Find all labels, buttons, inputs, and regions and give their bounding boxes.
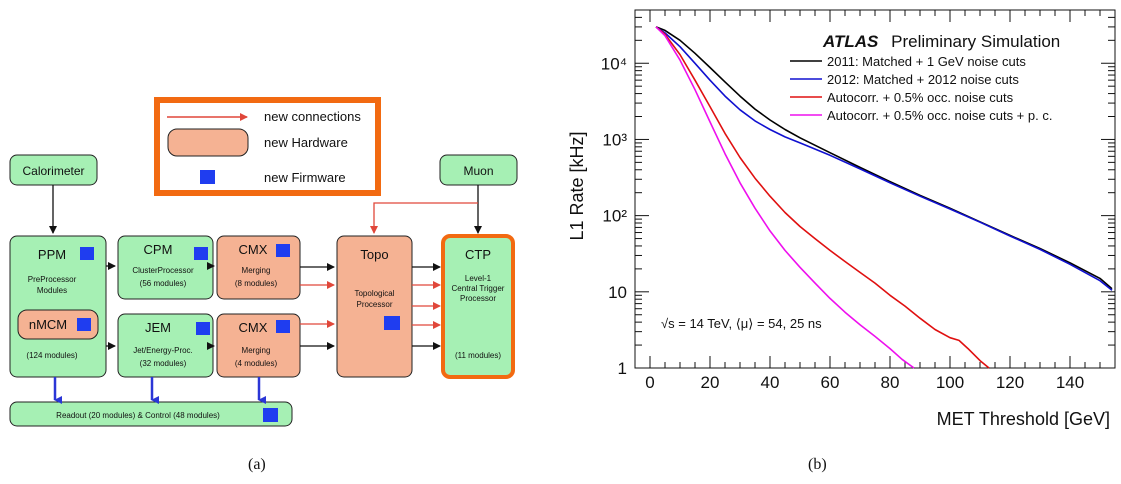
topo-firmware-icon [384, 316, 400, 330]
cmx-bottom-sub: Merging [242, 346, 271, 355]
ctp-sub2: Central Trigger [452, 284, 505, 293]
legend-firmware-swatch [200, 170, 215, 184]
panel-a-diagram: new connections new Hardware new Firmwar… [9, 97, 518, 427]
jem-count: (32 modules) [140, 359, 187, 368]
ppm-box [9, 235, 107, 378]
cmx-top-title: CMX [239, 242, 268, 257]
cpm-count: (56 modules) [140, 279, 187, 288]
legend-items: 2011: Matched + 1 GeV noise cuts 2012: Ma… [790, 54, 1052, 123]
x-tick-label: 140 [1056, 373, 1084, 392]
y-tick-label: 10² [602, 207, 627, 226]
y-ticks: 1 10 10² 10³ 10⁴ [601, 54, 1115, 378]
legend-label-3: Autocorr. + 0.5% occ. noise cuts [827, 90, 1014, 105]
legend-title: ATLAS Preliminary Simulation [822, 32, 1060, 51]
legend-new-hardware: new Hardware [264, 135, 348, 150]
data-flow-arrows [49, 185, 482, 350]
ctp-title: CTP [465, 247, 491, 262]
series-line-3 [655, 26, 990, 369]
topo-sub2: Processor [356, 300, 392, 309]
readout-firmware-icon [263, 408, 278, 422]
new-connection-arrows [300, 202, 478, 329]
jem-firmware-icon [196, 322, 210, 335]
y-minor-ticks [635, 9, 1115, 346]
y-tick-label: 10⁴ [601, 54, 627, 73]
arrow-muon-topo [370, 202, 478, 234]
ctp-sub3: Processor [460, 294, 496, 303]
legend-hardware-swatch [167, 128, 249, 157]
y-tick-label: 10 [608, 283, 627, 302]
y-axis-label: L1 Rate [kHz] [567, 131, 587, 240]
legend-label-1: 2011: Matched + 1 GeV noise cuts [827, 54, 1026, 69]
ctp-box [441, 234, 515, 379]
series-line-4 [655, 26, 915, 369]
legend-title-atlas: ATLAS [822, 32, 879, 51]
calorimeter-label: Calorimeter [22, 164, 84, 178]
x-tick-label: 60 [821, 373, 840, 392]
cpm-firmware-icon [194, 247, 208, 260]
legend-box: new connections new Hardware new Firmwar… [154, 97, 381, 196]
x-tick-label: 20 [701, 373, 720, 392]
nmcm-label: nMCM [29, 317, 67, 332]
readout-label: Readout (20 modules) & Control (48 modul… [56, 411, 220, 420]
ppm-count: (124 modules) [26, 351, 77, 360]
ctp-sub1: Level-1 [465, 274, 492, 283]
topo-sub1: Topological [354, 289, 394, 298]
legend-new-firmware: new Firmware [264, 170, 346, 185]
y-tick-label: 1 [618, 359, 627, 378]
nmcm-firmware-icon [77, 318, 91, 331]
cmx-top-count: (8 modules) [235, 279, 278, 288]
x-tick-label: 100 [936, 373, 964, 392]
cpm-title: CPM [144, 242, 173, 257]
legend-title-rest: Preliminary Simulation [891, 32, 1060, 51]
ppm-firmware-icon [80, 247, 94, 260]
ppm-sub1: PreProcessor [28, 275, 77, 284]
jem-sub: Jet/Energy-Proc. [133, 346, 193, 355]
ppm-sub2: Modules [37, 286, 67, 295]
nmcm-box [17, 309, 99, 340]
x-ticks: 0 20 40 60 80 100 120 140 [645, 10, 1101, 392]
chart-legend: ATLAS Preliminary Simulation 2011: Match… [790, 32, 1060, 123]
x-tick-label: 0 [645, 373, 654, 392]
y-tick-label: 10³ [602, 130, 627, 149]
chart-annotation: √s = 14 TeV, ⟨μ⟩ = 54, 25 ns [661, 316, 822, 331]
cmx-bottom-firmware-icon [276, 320, 290, 333]
cmx-bottom-count: (4 modules) [235, 359, 278, 368]
series-line-2 [655, 26, 1113, 291]
x-tick-label: 120 [996, 373, 1024, 392]
caption-b: (b) [808, 456, 827, 473]
ctp-count: (11 modules) [455, 351, 501, 360]
x-tick-label: 40 [761, 373, 780, 392]
series-lines [655, 26, 1113, 369]
readout-arrows [53, 377, 266, 404]
caption-a: (a) [248, 456, 266, 473]
jem-title: JEM [145, 320, 171, 335]
x-tick-label: 80 [881, 373, 900, 392]
cmx-top-firmware-icon [276, 244, 290, 257]
cpm-sub: ClusterProcessor [132, 266, 194, 275]
topo-title: Topo [360, 247, 388, 262]
cmx-bottom-title: CMX [239, 320, 268, 335]
cmx-top-sub: Merging [242, 266, 271, 275]
muon-label: Muon [463, 164, 493, 178]
x-axis-label: MET Threshold [GeV] [937, 409, 1110, 429]
legend-label-4: Autocorr. + 0.5% occ. noise cuts + p. c. [827, 108, 1052, 123]
panel-b-chart: 0 20 40 60 80 100 120 140 1 10 10² 10³ 10⁴ L1 Rate … [567, 9, 1116, 429]
legend-label-2: 2012: Matched + 2012 noise cuts [827, 72, 1019, 87]
legend-new-connections: new connections [264, 109, 361, 124]
ppm-title: PPM [38, 247, 66, 262]
